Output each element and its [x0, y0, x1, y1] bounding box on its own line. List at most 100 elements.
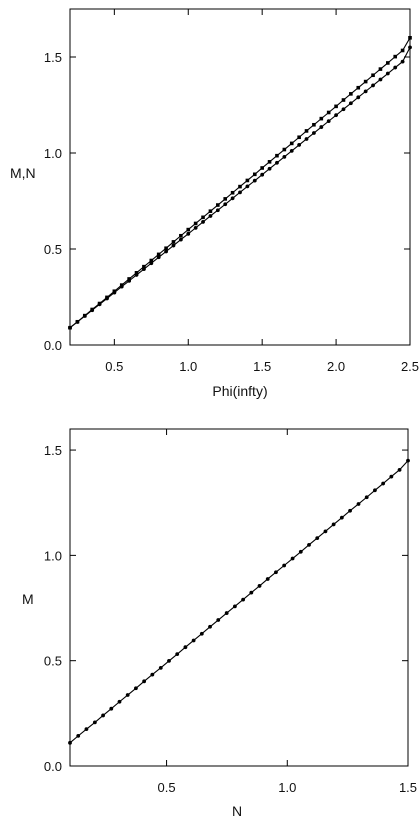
data-point — [201, 220, 205, 224]
data-point — [389, 474, 394, 479]
data-point — [339, 515, 344, 520]
data-point — [134, 271, 139, 275]
data-point — [356, 85, 361, 90]
data-point — [223, 197, 228, 201]
data-point — [68, 740, 72, 745]
data-point — [341, 98, 346, 102]
data-point — [275, 153, 279, 158]
y-tick-label: 1.0 — [44, 548, 62, 563]
data-point — [127, 277, 131, 281]
data-point — [75, 320, 80, 324]
data-point — [400, 59, 405, 64]
x-axis-label: Phi(infty) — [212, 383, 267, 399]
data-point — [208, 214, 213, 218]
data-point — [252, 172, 257, 177]
tick-labels: 0.5 1.0 1.5 2.0 2.5 0.0 0.5 1.0 1.5 — [44, 50, 419, 374]
data-point — [90, 308, 95, 313]
data-point — [167, 658, 171, 663]
data-point — [334, 104, 338, 109]
data-point — [393, 54, 398, 59]
data-point — [238, 184, 242, 189]
data-point — [223, 202, 228, 207]
data-point — [97, 302, 102, 307]
data-point — [289, 141, 294, 146]
data-point — [208, 209, 213, 213]
data-point — [393, 65, 398, 70]
data-point — [216, 203, 220, 207]
data-point — [265, 577, 270, 581]
data-point — [119, 284, 124, 289]
x-axis-label: N — [232, 803, 242, 819]
data-point — [312, 131, 316, 135]
data-point — [408, 36, 412, 40]
data-point — [400, 48, 405, 53]
data-point — [267, 166, 272, 171]
data-point — [304, 137, 309, 141]
tick-marks — [70, 429, 409, 767]
data-point — [238, 190, 242, 195]
data-point — [216, 618, 221, 622]
data-point — [298, 549, 303, 554]
data-point — [134, 273, 139, 277]
data-point — [175, 652, 180, 657]
data-point — [179, 233, 183, 238]
data-point — [319, 116, 324, 121]
series-group — [68, 36, 412, 330]
data-point — [408, 45, 412, 50]
x-tick-label: 0.5 — [158, 780, 176, 795]
data-point — [260, 172, 265, 177]
y-tick-label: 1.5 — [44, 50, 62, 65]
data-point — [363, 79, 368, 84]
data-point — [230, 196, 235, 201]
y-axis-label: M — [22, 591, 34, 607]
data-point — [348, 101, 353, 106]
data-point — [125, 693, 130, 697]
x-tick-label: 1.0 — [278, 780, 296, 795]
data-point — [164, 249, 168, 254]
data-point — [363, 89, 368, 94]
data-point — [397, 467, 402, 472]
data-point — [249, 590, 254, 595]
data-point — [84, 727, 89, 732]
data-point — [156, 255, 161, 260]
data-point — [245, 178, 250, 183]
data-point — [334, 113, 338, 118]
data-point — [373, 488, 377, 493]
data-point — [275, 160, 279, 165]
data-point — [307, 542, 311, 547]
data-point — [378, 77, 383, 82]
data-point — [191, 638, 196, 643]
data-point — [82, 314, 87, 318]
data-point — [164, 246, 168, 251]
data-point — [193, 221, 198, 226]
data-point — [315, 536, 320, 541]
data-point — [186, 227, 191, 232]
data-point — [282, 147, 287, 152]
data-point — [371, 83, 375, 88]
data-point — [158, 665, 163, 670]
data-point — [378, 67, 383, 71]
data-point — [150, 672, 155, 677]
data-point — [112, 290, 117, 295]
series-group — [68, 458, 410, 745]
data-point — [341, 107, 346, 112]
data-point — [92, 720, 97, 725]
y-tick-label: 0.5 — [44, 242, 62, 257]
data-point — [267, 160, 272, 164]
data-point — [371, 73, 375, 78]
x-tick-label: 1.5 — [399, 780, 417, 795]
data-point — [304, 129, 309, 133]
data-point — [381, 481, 386, 486]
data-point — [356, 502, 361, 506]
data-point — [349, 92, 353, 96]
data-point — [149, 261, 154, 266]
data-point — [282, 563, 287, 568]
data-point — [297, 135, 301, 140]
data-point — [323, 529, 328, 534]
data-point — [326, 110, 331, 115]
y-tick-label: 0.5 — [44, 654, 62, 669]
data-point — [241, 597, 246, 602]
data-point — [186, 231, 191, 236]
data-point — [134, 686, 138, 691]
data-point — [201, 215, 205, 220]
